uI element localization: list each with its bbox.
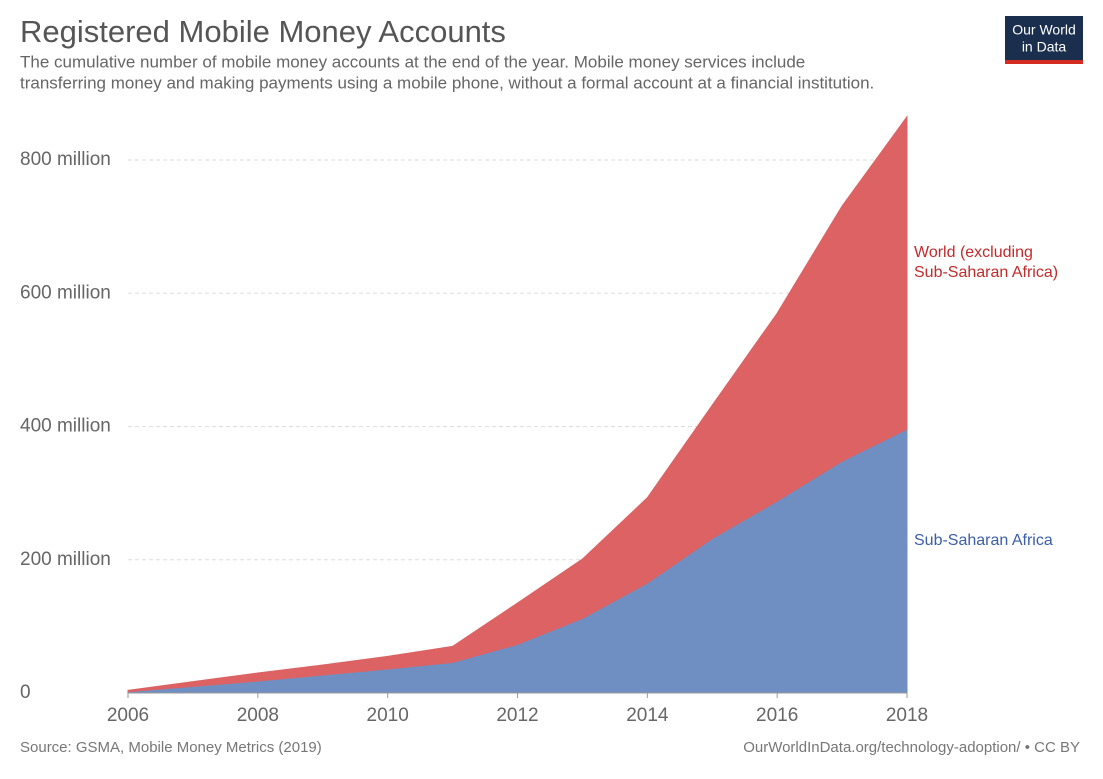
series-label: World (excluding Sub-Saharan Africa) bbox=[914, 243, 1059, 281]
x-tick-label: 2010 bbox=[367, 705, 409, 726]
logo-text: Our World bbox=[1012, 22, 1076, 38]
y-tick-label: 800 million bbox=[20, 149, 111, 170]
logo bbox=[1005, 16, 1083, 64]
x-tick-label: 2008 bbox=[237, 705, 279, 726]
subtitle: The cumulative number of mobile money ac… bbox=[20, 52, 805, 71]
x-tick-label: 2018 bbox=[886, 705, 928, 726]
y-tick-label: 400 million bbox=[20, 416, 111, 437]
url: OurWorldInData.org/technology-adoption/ … bbox=[743, 739, 1080, 756]
y-tick-label: 200 million bbox=[20, 549, 111, 570]
x-tick-label: 2012 bbox=[496, 705, 538, 726]
logo-bar bbox=[1005, 60, 1083, 64]
x-tick-label: 2016 bbox=[756, 705, 798, 726]
y-tick-label: 0 bbox=[20, 682, 31, 703]
source: Source: GSMA, Mobile Money Metrics (2019… bbox=[20, 739, 322, 756]
subtitle: transferring money and making payments u… bbox=[20, 73, 874, 92]
chart-title: Registered Mobile Money Accounts bbox=[20, 14, 506, 49]
y-tick-label: 600 million bbox=[20, 282, 111, 303]
area bbox=[127, 115, 908, 693]
series-label: Sub-Saharan Africa bbox=[914, 532, 1053, 550]
x-tick-label: 2006 bbox=[107, 705, 149, 726]
x-tick-label: 2014 bbox=[626, 705, 669, 726]
logo-text: in Data bbox=[1022, 39, 1067, 55]
